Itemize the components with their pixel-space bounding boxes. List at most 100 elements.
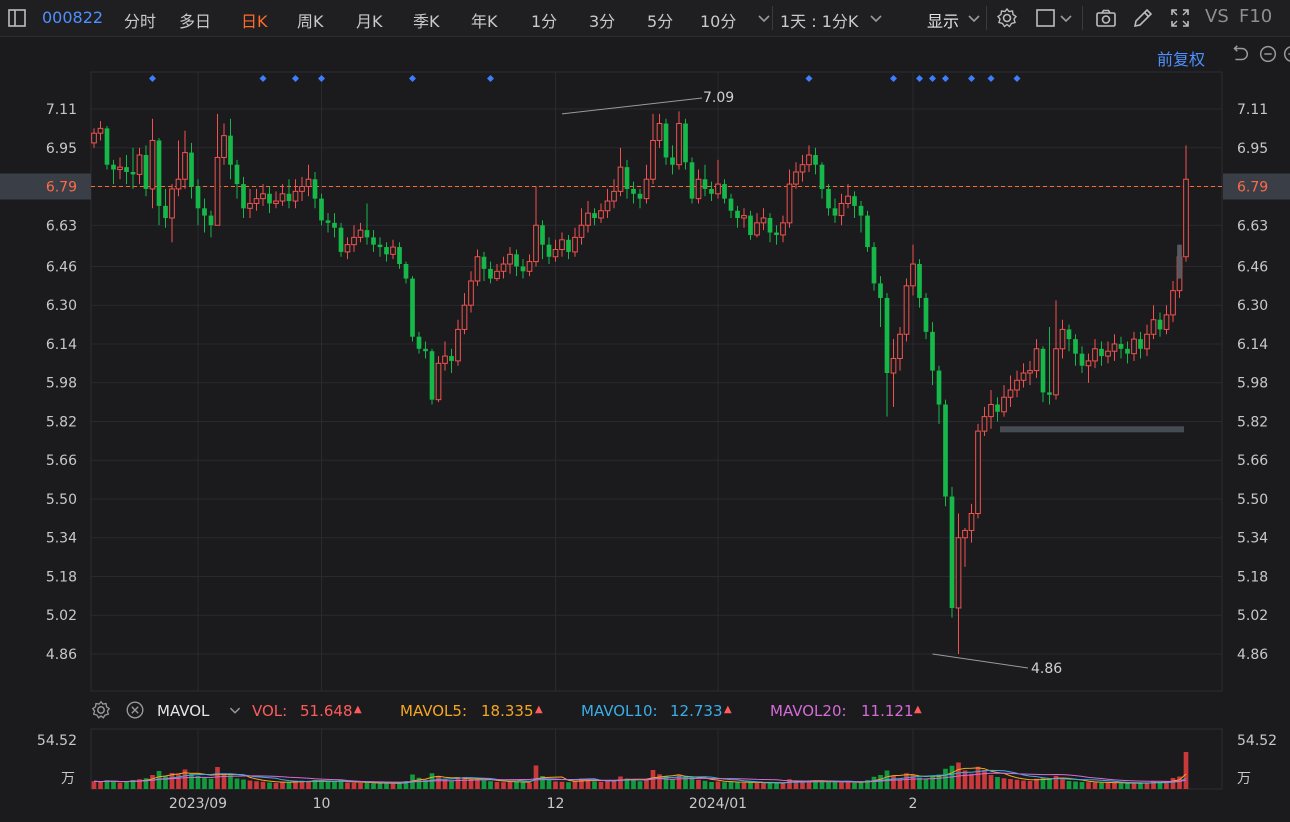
volume-bar <box>845 782 851 789</box>
gear-icon[interactable] <box>90 699 114 723</box>
candle-body-up <box>981 416 988 432</box>
volume-bar <box>858 781 864 789</box>
volume-bar <box>1118 783 1124 789</box>
candle-body-up <box>975 430 981 515</box>
camera-icon[interactable] <box>1094 6 1118 30</box>
volume-bar <box>689 776 695 789</box>
tab-5min[interactable]: 5分 <box>647 12 674 31</box>
square-icon[interactable] <box>1034 6 1058 30</box>
volume-bar <box>780 783 786 789</box>
candle-body-down <box>813 155 818 165</box>
candle-body-up <box>1059 328 1066 350</box>
volume-bar <box>871 776 877 789</box>
candle-body-up <box>1092 348 1098 362</box>
undo-icon[interactable] <box>1229 43 1253 67</box>
candle-body-up <box>533 224 539 263</box>
volume-bar <box>709 782 714 789</box>
tab-1min[interactable]: 1分 <box>531 12 558 31</box>
gear-icon[interactable] <box>995 6 1019 30</box>
price-gap-band <box>1000 426 1184 433</box>
candle-body-down <box>449 356 454 361</box>
candle-body-down <box>189 152 194 187</box>
f10-button[interactable]: F10 <box>1239 6 1273 27</box>
volume-bar <box>488 781 493 789</box>
candle-body-down <box>1099 348 1104 357</box>
display-menu[interactable]: 显示 <box>927 12 960 31</box>
candle-body-down <box>111 164 116 170</box>
tab-fenshi[interactable]: 分时 <box>124 12 157 31</box>
candle-body-up <box>786 183 793 224</box>
tab-weekly-k[interactable]: 周K <box>297 12 324 31</box>
volume-bar <box>260 781 266 789</box>
tab-monthly-k[interactable]: 月K <box>356 12 383 31</box>
candle-body-down <box>286 193 292 202</box>
chevron-down-icon[interactable] <box>224 699 248 723</box>
volume-bar <box>735 782 740 789</box>
volume-bar <box>826 781 831 789</box>
volume-bar <box>254 781 259 789</box>
candle-body-up <box>955 537 962 609</box>
event-marker-icon <box>318 75 325 82</box>
chevron-down-icon[interactable] <box>1054 6 1078 30</box>
volume-max-label-right: 54.52 <box>1237 733 1277 749</box>
candle-body-up <box>695 178 702 200</box>
zoom-out-icon[interactable] <box>1257 43 1281 67</box>
volume-bar <box>117 782 123 789</box>
mavol20-up-arrow-icon: ▲ <box>914 704 922 715</box>
tab-10min[interactable]: 10分 <box>700 12 737 31</box>
chevron-down-icon[interactable] <box>962 6 986 30</box>
candle-body-up <box>604 200 611 212</box>
volume-bar <box>839 782 844 789</box>
volume-bar <box>618 776 623 789</box>
volume-bar <box>98 782 103 789</box>
volume-bar <box>1144 782 1150 789</box>
candle-body-up <box>507 253 513 265</box>
fullscreen-icon[interactable] <box>1168 6 1192 30</box>
volume-bar <box>364 782 370 789</box>
candle-body-down <box>663 123 669 158</box>
volume-bar <box>150 775 155 789</box>
y-tick-label-right: 6.30 <box>1237 298 1268 314</box>
volume-bar <box>1170 778 1176 789</box>
current-price-tag-left <box>0 173 91 200</box>
close-icon[interactable] <box>124 699 148 723</box>
y-tick-label-right: 5.02 <box>1237 608 1268 624</box>
x-tick-label: 2023/09 <box>169 796 227 812</box>
volume-bar <box>683 777 688 789</box>
toolbar-divider <box>986 6 987 30</box>
tab-daily-k[interactable]: 日K <box>241 12 268 31</box>
adjust-mode-button[interactable]: 前复权 <box>1157 50 1206 69</box>
tab-yearly-k[interactable]: 年K <box>471 12 498 31</box>
indicator-name[interactable]: MAVOL <box>157 702 210 720</box>
current-price-label-right: 6.79 <box>1237 180 1268 196</box>
volume-bar <box>475 779 480 789</box>
candle-body-up <box>890 357 897 374</box>
tab-3min[interactable]: 3分 <box>589 12 616 31</box>
stock-code[interactable]: 000822 <box>42 8 104 27</box>
candle-body-down <box>1118 343 1124 349</box>
mavol10-value: 12.733 <box>670 702 723 720</box>
candle-body-up <box>149 139 156 190</box>
candle-body-up <box>643 178 650 200</box>
volume-bar <box>169 773 175 789</box>
volume-bar <box>1151 781 1156 789</box>
sidebar-toggle-icon[interactable] <box>6 6 30 30</box>
tab-quarterly-k[interactable]: 季K <box>413 12 440 31</box>
period-select[interactable]: 1天 : 1分K <box>780 12 859 31</box>
event-marker-icon <box>805 75 813 82</box>
volume-bar <box>1053 776 1059 789</box>
candle-body-up <box>461 304 468 330</box>
volume-bar <box>767 782 773 789</box>
tab-duori[interactable]: 多日 <box>179 12 212 31</box>
chevron-down-icon[interactable] <box>864 6 888 30</box>
x-tick-label: 12 <box>547 796 565 812</box>
chevron-down-icon[interactable] <box>752 6 776 30</box>
candle-body-up <box>552 248 559 258</box>
candle-body-up <box>221 135 227 158</box>
pencil-icon[interactable] <box>1131 6 1155 30</box>
volume-bar <box>806 780 812 789</box>
volume-bar <box>579 778 584 789</box>
candle-body-down <box>208 215 214 226</box>
vs-button[interactable]: VS <box>1205 6 1229 27</box>
